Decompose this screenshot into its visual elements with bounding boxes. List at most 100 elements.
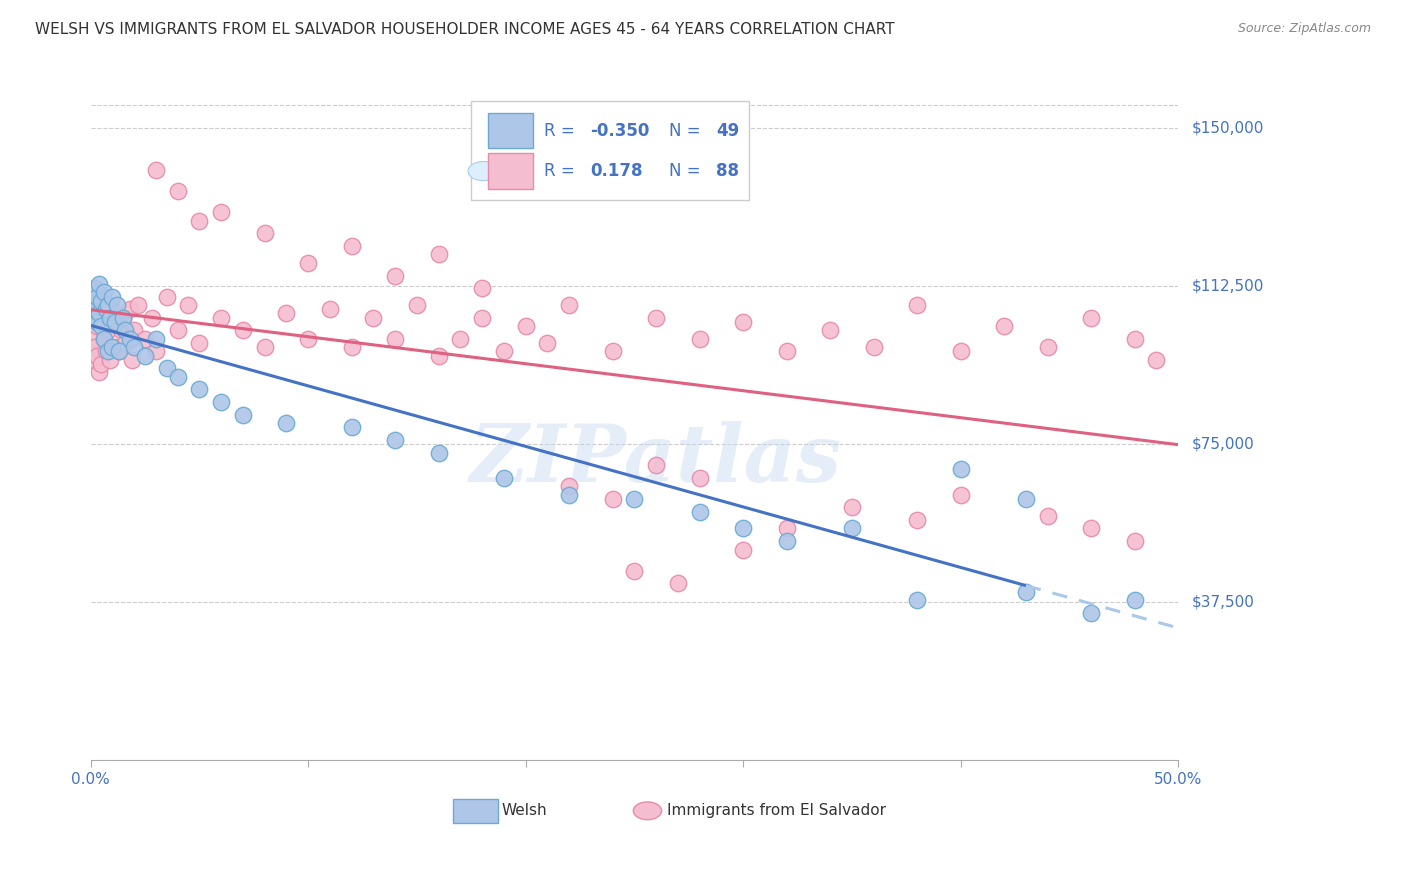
Text: $112,500: $112,500: [1192, 278, 1264, 293]
Text: $75,000: $75,000: [1192, 437, 1254, 451]
Point: [297, 256, 319, 270]
Point: [105, 315, 128, 329]
Point: [90, 319, 112, 334]
Point: [1036, 508, 1059, 523]
Point: [156, 290, 179, 304]
Point: [86, 319, 108, 334]
Point: [94, 302, 117, 317]
Point: [949, 462, 972, 476]
Point: [103, 340, 125, 354]
Point: [232, 323, 254, 337]
Point: [141, 310, 163, 325]
FancyBboxPatch shape: [488, 153, 533, 189]
Point: [94, 315, 117, 329]
Point: [841, 500, 863, 515]
Text: 0.178: 0.178: [589, 162, 643, 180]
Point: [949, 488, 972, 502]
Point: [118, 332, 141, 346]
Point: [733, 542, 755, 557]
Point: [105, 298, 128, 312]
Point: [90, 293, 112, 308]
Point: [949, 344, 972, 359]
Point: [253, 227, 276, 241]
Point: [733, 521, 755, 535]
Point: [1080, 606, 1102, 620]
Point: [166, 369, 188, 384]
Point: [101, 340, 124, 354]
Point: [84, 302, 107, 317]
Point: [84, 340, 107, 354]
Point: [82, 332, 104, 346]
Point: [492, 471, 515, 485]
Point: [993, 319, 1015, 334]
Text: R =: R =: [544, 121, 581, 139]
Point: [492, 344, 515, 359]
Point: [449, 332, 471, 346]
Point: [623, 491, 645, 506]
Point: [188, 336, 211, 351]
Text: 49: 49: [716, 121, 740, 139]
Point: [188, 383, 211, 397]
Point: [645, 310, 668, 325]
Point: [536, 336, 558, 351]
Point: [97, 323, 120, 337]
Point: [101, 302, 124, 317]
Point: [253, 340, 276, 354]
Point: [82, 352, 104, 367]
Point: [118, 302, 141, 317]
Point: [93, 332, 115, 346]
Point: [340, 420, 363, 434]
Point: [905, 513, 928, 527]
Point: [862, 340, 884, 354]
Point: [108, 344, 131, 359]
Point: [623, 564, 645, 578]
Point: [145, 332, 167, 346]
Point: [558, 479, 581, 493]
Point: [122, 340, 145, 354]
Point: [297, 332, 319, 346]
Point: [905, 298, 928, 312]
Text: $37,500: $37,500: [1192, 595, 1256, 610]
Point: [232, 408, 254, 422]
Point: [84, 281, 107, 295]
Text: $150,000: $150,000: [1192, 120, 1264, 136]
Point: [93, 285, 115, 300]
Point: [1123, 332, 1146, 346]
Point: [558, 298, 581, 312]
Point: [1080, 521, 1102, 535]
Point: [384, 332, 406, 346]
Point: [427, 247, 450, 261]
Point: [122, 323, 145, 337]
Point: [86, 290, 108, 304]
Point: [776, 534, 799, 549]
Point: [84, 310, 107, 325]
FancyBboxPatch shape: [471, 102, 748, 201]
Point: [89, 306, 111, 320]
Point: [471, 310, 494, 325]
Point: [689, 505, 711, 519]
Point: [209, 395, 232, 409]
Point: [97, 344, 120, 359]
Point: [156, 361, 179, 376]
Point: [776, 521, 799, 535]
Point: [276, 416, 298, 430]
Text: N =: N =: [669, 121, 706, 139]
Text: Welsh: Welsh: [502, 804, 547, 818]
Point: [114, 323, 136, 337]
FancyBboxPatch shape: [453, 798, 499, 823]
Point: [733, 315, 755, 329]
Text: ZIPatlas: ZIPatlas: [470, 421, 842, 499]
Point: [98, 310, 121, 325]
Point: [90, 306, 112, 320]
Point: [1146, 352, 1168, 367]
Point: [134, 332, 156, 346]
Point: [209, 310, 232, 325]
Point: [98, 352, 121, 367]
Point: [101, 290, 124, 304]
Point: [841, 521, 863, 535]
Point: [108, 344, 131, 359]
Point: [666, 576, 689, 591]
Point: [86, 315, 108, 329]
Point: [515, 319, 537, 334]
Point: [89, 298, 111, 312]
